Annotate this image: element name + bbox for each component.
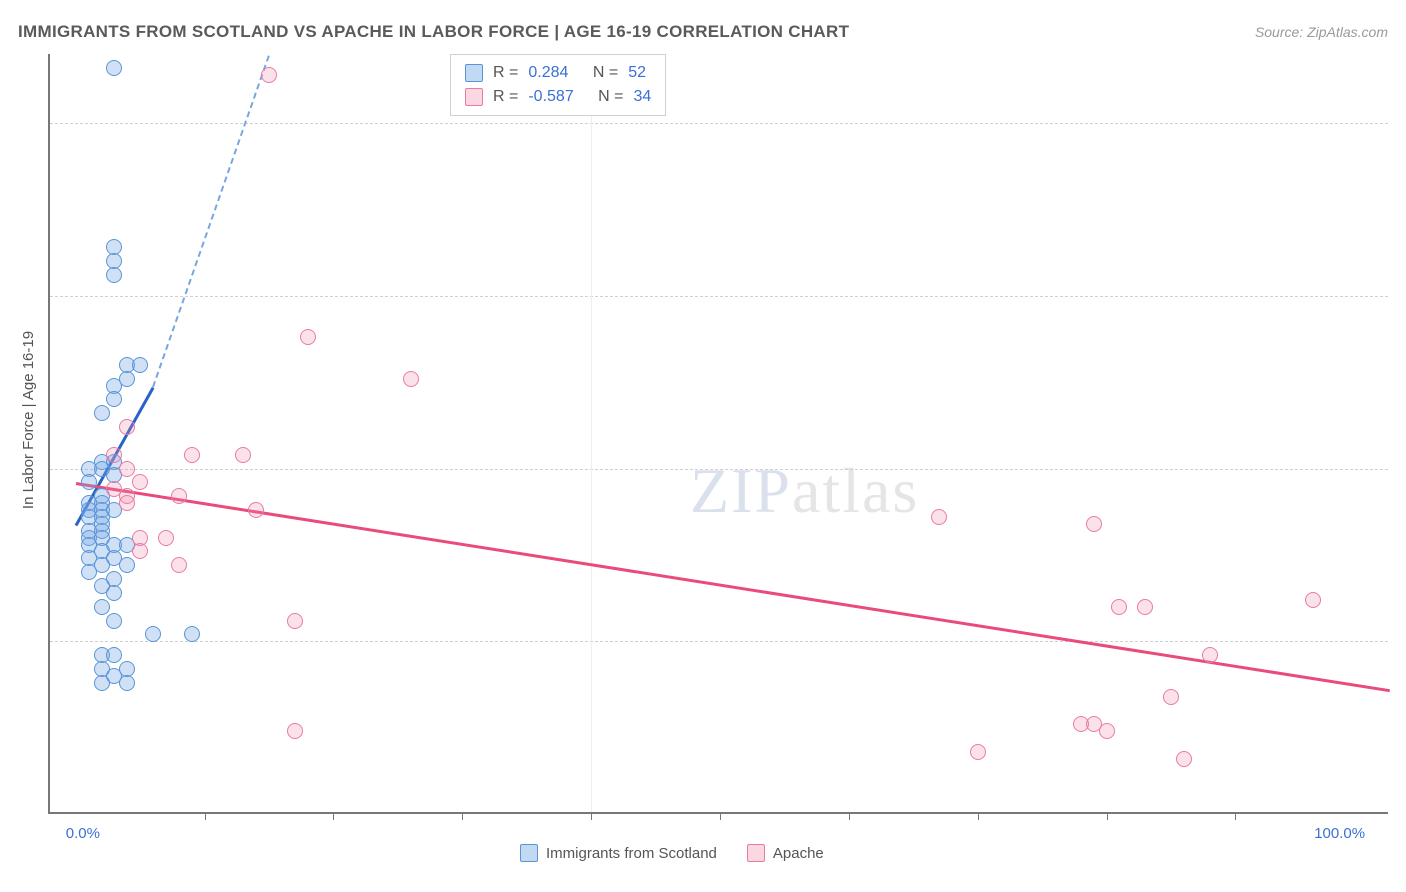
data-point-scotland <box>81 474 97 490</box>
data-point-apache <box>119 419 135 435</box>
x-minor-tick <box>333 812 334 820</box>
chart-plot-area: ZIPatlas 25.0%50.0%75.0%100.0%0.0%100.0% <box>48 54 1388 814</box>
data-point-scotland <box>106 647 122 663</box>
data-point-apache <box>119 461 135 477</box>
legend-label-apache: Apache <box>773 845 824 862</box>
data-point-apache <box>184 447 200 463</box>
data-point-apache <box>261 67 277 83</box>
swatch-scotland-icon <box>520 844 538 862</box>
x-minor-tick <box>978 812 979 820</box>
legend-stats-box: R = 0.284 N = 52 R = -0.587 N = 34 <box>450 54 666 116</box>
x-minor-tick <box>591 812 592 820</box>
data-point-apache <box>171 488 187 504</box>
data-point-apache <box>1111 599 1127 615</box>
data-point-apache <box>158 530 174 546</box>
data-point-apache <box>403 371 419 387</box>
x-minor-tick <box>1107 812 1108 820</box>
x-tick-label: 100.0% <box>1314 825 1365 842</box>
gridline-v <box>591 54 592 812</box>
data-point-apache <box>970 744 986 760</box>
data-point-scotland <box>106 60 122 76</box>
header-row: IMMIGRANTS FROM SCOTLAND VS APACHE IN LA… <box>18 22 1388 42</box>
data-point-scotland <box>106 585 122 601</box>
r-value-apache: -0.587 <box>528 85 573 109</box>
data-point-scotland <box>106 267 122 283</box>
n-label: N = <box>593 61 618 85</box>
data-point-apache <box>287 613 303 629</box>
data-point-apache <box>171 557 187 573</box>
data-point-apache <box>1137 599 1153 615</box>
data-point-apache <box>132 474 148 490</box>
data-point-scotland <box>106 391 122 407</box>
gridline-h <box>50 469 1388 470</box>
data-point-scotland <box>145 626 161 642</box>
y-axis-title: In Labor Force | Age 16-19 <box>20 331 37 509</box>
swatch-apache-icon <box>747 844 765 862</box>
data-point-apache <box>931 509 947 525</box>
y-tick-label: 75.0% <box>1398 287 1406 304</box>
data-point-apache <box>235 447 251 463</box>
source-label: Source: ZipAtlas.com <box>1255 24 1388 40</box>
gridline-h <box>50 123 1388 124</box>
data-point-scotland <box>94 675 110 691</box>
x-minor-tick <box>720 812 721 820</box>
x-tick-label: 0.0% <box>66 825 100 842</box>
legend-item-scotland: Immigrants from Scotland <box>520 844 717 862</box>
gridline-h <box>50 641 1388 642</box>
swatch-scotland-icon <box>465 64 483 82</box>
swatch-apache-icon <box>465 88 483 106</box>
legend-item-apache: Apache <box>747 844 824 862</box>
data-point-apache <box>1099 723 1115 739</box>
n-value-apache: 34 <box>634 85 652 109</box>
data-point-apache <box>132 543 148 559</box>
y-tick-label: 100.0% <box>1398 115 1406 132</box>
r-label: R = <box>493 85 518 109</box>
data-point-apache <box>1176 751 1192 767</box>
data-point-scotland <box>119 557 135 573</box>
data-point-scotland <box>132 357 148 373</box>
data-point-apache <box>1086 516 1102 532</box>
watermark-part-a: ZIP <box>690 455 792 526</box>
gridline-h <box>50 296 1388 297</box>
data-point-apache <box>106 447 122 463</box>
legend-stats-row-scotland: R = 0.284 N = 52 <box>465 61 651 85</box>
legend-label-scotland: Immigrants from Scotland <box>546 845 717 862</box>
y-tick-label: 25.0% <box>1398 633 1406 650</box>
chart-container: IMMIGRANTS FROM SCOTLAND VS APACHE IN LA… <box>0 0 1406 892</box>
y-tick-label: 50.0% <box>1398 460 1406 477</box>
x-minor-tick <box>462 812 463 820</box>
chart-title: IMMIGRANTS FROM SCOTLAND VS APACHE IN LA… <box>18 22 849 42</box>
watermark: ZIPatlas <box>690 454 919 528</box>
n-label: N = <box>598 85 623 109</box>
watermark-part-b: atlas <box>792 455 919 526</box>
data-point-apache <box>1202 647 1218 663</box>
data-point-scotland <box>94 405 110 421</box>
bottom-legend: Immigrants from Scotland Apache <box>520 844 824 862</box>
data-point-apache <box>248 502 264 518</box>
data-point-scotland <box>119 675 135 691</box>
r-value-scotland: 0.284 <box>528 61 568 85</box>
x-minor-tick <box>1235 812 1236 820</box>
trend-line <box>152 55 270 387</box>
n-value-scotland: 52 <box>628 61 646 85</box>
data-point-scotland <box>81 564 97 580</box>
x-minor-tick <box>205 812 206 820</box>
data-point-scotland <box>106 613 122 629</box>
data-point-apache <box>1163 689 1179 705</box>
r-label: R = <box>493 61 518 85</box>
legend-stats-row-apache: R = -0.587 N = 34 <box>465 85 651 109</box>
x-minor-tick <box>849 812 850 820</box>
data-point-apache <box>119 495 135 511</box>
data-point-apache <box>287 723 303 739</box>
data-point-scotland <box>94 599 110 615</box>
data-point-scotland <box>184 626 200 642</box>
data-point-apache <box>1305 592 1321 608</box>
data-point-apache <box>300 329 316 345</box>
